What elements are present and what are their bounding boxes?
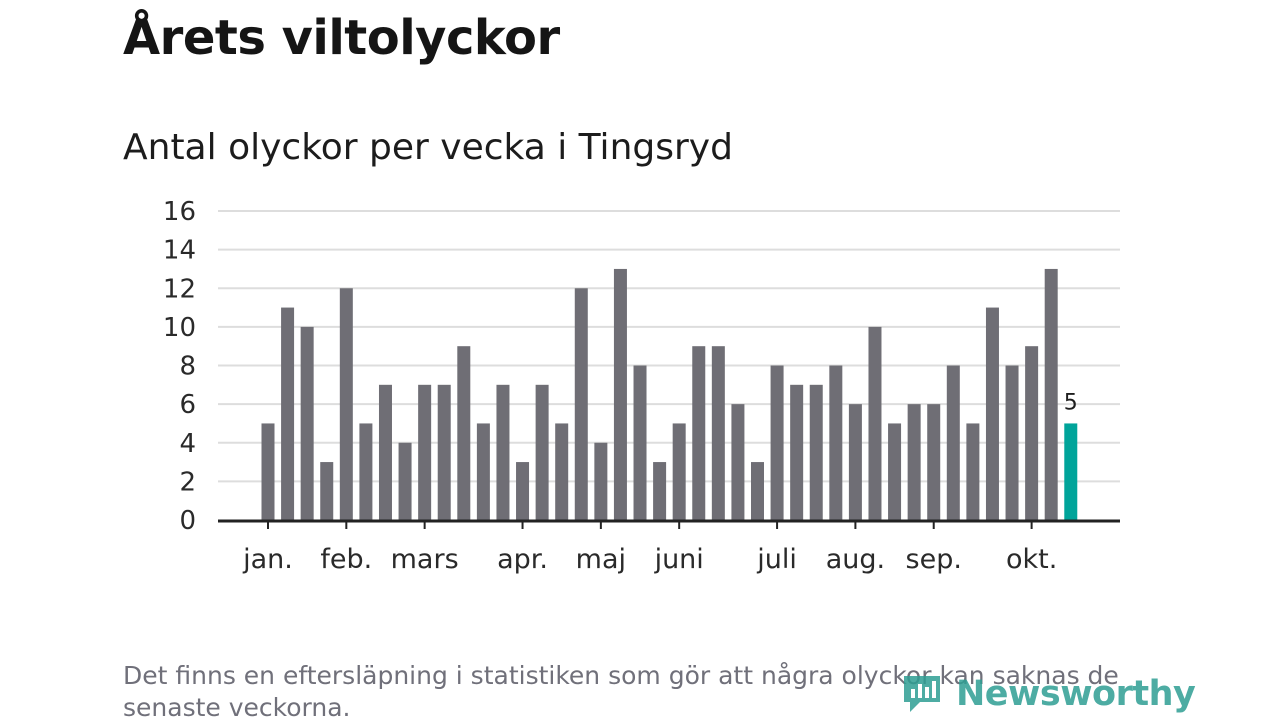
bar: [672, 423, 686, 520]
bar: [398, 442, 412, 520]
bar: [829, 365, 843, 520]
bar-highlight: [1064, 423, 1078, 520]
y-tick-label: 0: [179, 506, 196, 536]
bar: [1044, 268, 1058, 520]
y-tick-label: 4: [179, 429, 196, 459]
x-tick-label: juli: [756, 544, 797, 575]
y-tick-label: 10: [163, 313, 196, 343]
x-tick-label: maj: [576, 544, 626, 575]
bar: [613, 268, 627, 520]
y-tick-label: 2: [179, 467, 196, 497]
bar: [418, 384, 432, 520]
brand-logo[interactable]: Newsworthy: [900, 672, 1196, 716]
y-tick-label: 8: [179, 352, 196, 382]
bar: [359, 423, 373, 520]
y-tick-label: 16: [163, 197, 196, 227]
bar: [555, 423, 569, 520]
bar: [927, 404, 941, 521]
x-tick-label: aug.: [826, 544, 885, 575]
bar: [633, 365, 647, 520]
x-tick-label: apr.: [497, 544, 548, 575]
bar: [770, 365, 784, 520]
x-tick-label: okt.: [1006, 544, 1057, 575]
bar: [692, 346, 706, 520]
chart-title: Antal olyckor per vecka i Tingsryd: [123, 127, 733, 168]
y-tick-label: 12: [163, 274, 196, 304]
bar: [339, 288, 353, 520]
bar: [985, 307, 999, 520]
bars: 5: [261, 268, 1078, 521]
bar: [516, 462, 530, 520]
bar: [535, 384, 549, 520]
bar: [653, 462, 667, 520]
bar: [907, 404, 921, 521]
y-tick-label: 6: [179, 390, 196, 420]
x-tick-label: feb.: [320, 544, 372, 575]
bar: [888, 423, 902, 520]
bar: [457, 346, 471, 520]
x-tick-label: mars: [391, 544, 459, 575]
bar: [437, 384, 451, 520]
bar: [790, 384, 804, 520]
bar: [261, 423, 275, 520]
bar: [320, 462, 334, 520]
bar: [731, 404, 745, 521]
bar: [848, 404, 862, 521]
bar: [574, 288, 588, 520]
bar: [946, 365, 960, 520]
brand-name: Newsworthy: [956, 674, 1196, 714]
bar: [751, 462, 764, 520]
bar: [594, 442, 608, 520]
bar-value-label: 5: [1064, 390, 1078, 415]
y-axis-ticks: 0 2 4 6 8 10 12 14 16: [163, 197, 196, 536]
x-axis: jan. feb. mars apr. maj juni juli aug. sep. okt.: [218, 519, 1120, 575]
y-tick-label: 14: [163, 236, 196, 266]
x-tick-label: sep.: [906, 544, 962, 575]
bar: [496, 384, 510, 520]
bar: [476, 423, 490, 520]
bar: [868, 326, 882, 521]
gridlines: [218, 210, 1120, 483]
bar: [1025, 346, 1039, 520]
bar: [809, 384, 823, 520]
x-tick-label: jan.: [242, 544, 293, 575]
newsworthy-logo-icon: [904, 676, 940, 712]
page-title: Årets viltolyckor: [123, 10, 560, 66]
bar: [711, 346, 725, 520]
bar: [300, 326, 314, 521]
bar: [378, 384, 392, 520]
bar: [1005, 365, 1019, 520]
x-tick-label: juni: [654, 544, 704, 575]
bar: [281, 307, 295, 520]
bar: [966, 423, 980, 520]
footnote: Det finns en eftersläpning i statistiken…: [123, 661, 1119, 722]
